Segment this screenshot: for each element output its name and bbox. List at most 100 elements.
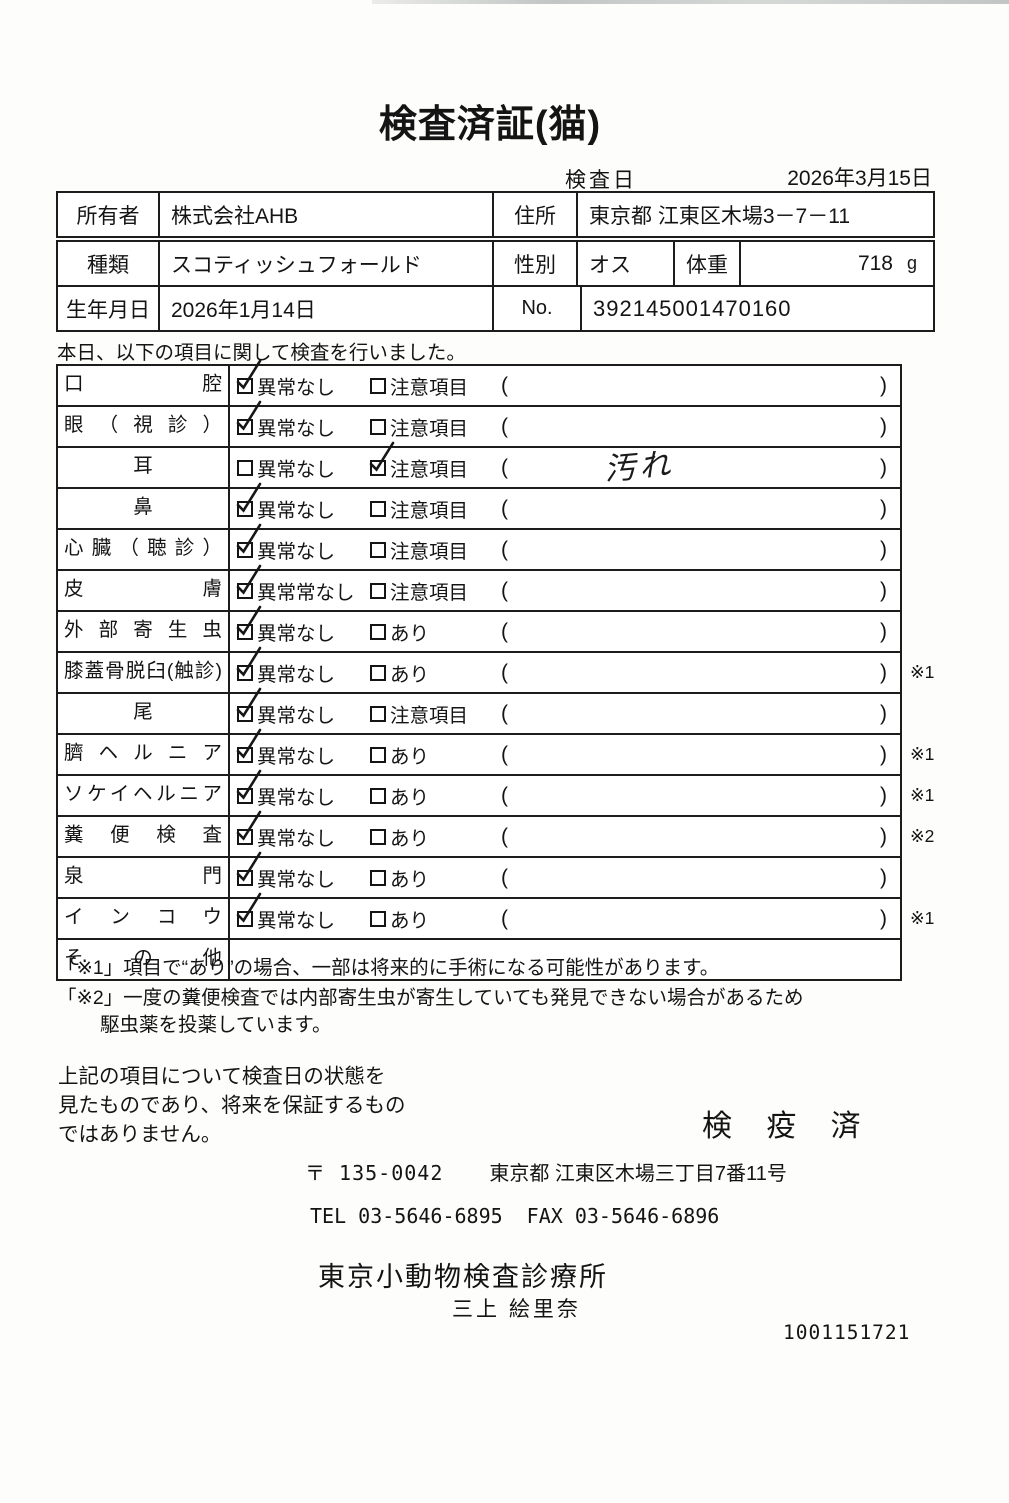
checkbox-icon bbox=[370, 500, 386, 517]
exam-table-row: ソケイヘルニア 異常なし あり ( bbox=[58, 769, 934, 815]
paren-close: ) bbox=[880, 660, 887, 684]
exam-item-options: 異常なし あり ( ) bbox=[230, 646, 900, 692]
weight-value-cell: 718 g bbox=[739, 242, 933, 285]
checkbox-label: 注意項目 bbox=[390, 377, 469, 399]
clinic-address-line: 〒 135-0042 東京都 江東区木場三丁目7番11号 bbox=[305, 1157, 787, 1186]
checkbox-icon bbox=[237, 910, 253, 927]
checkbox-icon bbox=[370, 828, 386, 845]
remark-area bbox=[508, 735, 880, 774]
exam-item-label: インコウ bbox=[58, 899, 230, 938]
paren-open: ( bbox=[501, 701, 508, 725]
checkbox-label: 異常なし bbox=[257, 869, 336, 891]
exam-table-row: 膝蓋骨脱臼(触診) 異常なし あり ( bbox=[58, 646, 934, 692]
checkbox-attention: あり bbox=[370, 904, 501, 933]
footnote-mark: ※1 bbox=[910, 662, 935, 682]
exam-table-row: 外部寄生虫 異常なし あり ( bbox=[58, 605, 900, 651]
checkbox-attention: 注意項目 bbox=[370, 494, 501, 523]
registration-no-label: No. bbox=[492, 287, 580, 330]
weight-unit: g bbox=[906, 253, 917, 273]
paren-open: ( bbox=[501, 906, 508, 930]
checkbox-icon bbox=[237, 500, 253, 517]
exam-item-options: 異常なし あり ( ) bbox=[230, 769, 900, 815]
paren-close: ) bbox=[880, 455, 887, 479]
checkbox-icon bbox=[370, 787, 386, 804]
checkbox-attention: あり bbox=[370, 740, 501, 769]
checkbox-icon bbox=[370, 582, 386, 599]
checkbox-label: 異常なし bbox=[257, 910, 336, 932]
pet-info-table: 種類 スコティッシュフォールド 性別 オス 体重 718 g 生年月日 2026… bbox=[56, 240, 935, 332]
checkbox-attention: 注意項目 bbox=[370, 576, 501, 605]
disclaimer-line: ではありません。 bbox=[58, 1123, 222, 1146]
pet-row-2: 生年月日 2026年1月14日 No. 392145001470160 bbox=[58, 285, 933, 330]
paren-close: ) bbox=[880, 783, 887, 807]
exam-item-options: 異常なし あり ( ) bbox=[230, 810, 900, 856]
clinic-name: 東京小動物検査診療所 bbox=[318, 1262, 608, 1292]
exam-item-options: 異常なし あり ( ) bbox=[230, 851, 900, 897]
exam-item-label: 心臓（聴診） bbox=[58, 530, 230, 569]
exam-item-label: 眼（視診） bbox=[58, 407, 230, 446]
checkbox-icon bbox=[370, 623, 386, 640]
remark-area bbox=[508, 817, 880, 856]
checkbox-no-abnormality: 異常なし bbox=[236, 769, 370, 810]
footnote-mark: ※1 bbox=[910, 908, 935, 928]
checkbox-label: あり bbox=[390, 746, 430, 768]
checkbox-label: 異常常なし bbox=[257, 582, 355, 604]
exam-table: 口腔 異常なし 注意項目 ( bbox=[56, 359, 934, 981]
checkbox-no-abnormality: 異常なし bbox=[236, 892, 370, 933]
checkbox-icon bbox=[370, 541, 386, 558]
inspection-date-label: 検査日 bbox=[565, 169, 637, 192]
scan-artifact bbox=[372, 0, 1009, 4]
remark-area bbox=[508, 899, 880, 938]
checkbox-icon bbox=[237, 377, 253, 394]
checkbox-attention: あり bbox=[370, 863, 501, 892]
checkbox-label: 異常なし bbox=[257, 459, 336, 481]
checkbox-label: あり bbox=[390, 910, 430, 932]
footnote-mark: ※2 bbox=[910, 826, 935, 846]
breed-label: 種類 bbox=[87, 253, 129, 277]
checkbox-no-abnormality: 異常なし bbox=[236, 646, 370, 687]
footnote-mark: ※1 bbox=[910, 785, 935, 805]
checkbox-icon bbox=[237, 705, 253, 722]
paren-close: ) bbox=[880, 578, 887, 602]
checkbox-label: 異常なし bbox=[257, 746, 336, 768]
checkbox-icon bbox=[370, 377, 386, 394]
remark-area bbox=[508, 489, 880, 528]
owner-row: 所有者 株式会社AHB 住所 東京都 江東区木場3－7－11 bbox=[58, 193, 933, 236]
checkbox-icon bbox=[237, 418, 253, 435]
checkbox-label: 注意項目 bbox=[390, 418, 469, 440]
birthdate-label: 生年月日 bbox=[66, 298, 150, 322]
checkbox-no-abnormality: 異常なし bbox=[236, 687, 370, 728]
exam-table-row: 糞便検査 異常なし あり ( bbox=[58, 810, 934, 856]
paren-open: ( bbox=[501, 865, 508, 889]
owner-address-value: 東京都 江東区木場3－7－11 bbox=[576, 193, 933, 236]
exam-item-label: ソケイヘルニア bbox=[58, 776, 230, 815]
exam-item-options: 異常なし 注意項目 ( ) bbox=[230, 687, 900, 733]
checkbox-no-abnormality: 異常なし bbox=[236, 728, 370, 769]
remark-area bbox=[508, 694, 880, 733]
paren-close: ) bbox=[880, 824, 887, 848]
checkbox-attention: 注意項目 bbox=[370, 371, 501, 400]
checkbox-label: 異常なし bbox=[257, 541, 336, 563]
disclaimer-paragraph: 上記の項目について検査日の状態を 見たものであり、将来を保証するもの ではありま… bbox=[58, 1062, 405, 1149]
checkbox-attention: 注意項目 bbox=[370, 412, 501, 441]
checkbox-attention: あり bbox=[370, 822, 501, 851]
footnote-1: 「※1」項目で“あり”の場合、一部は将来的に手術になる可能性があります。 bbox=[57, 957, 720, 979]
checkbox-label: 注意項目 bbox=[390, 459, 469, 481]
checkbox-no-abnormality: 異常なし bbox=[236, 523, 370, 564]
exam-table-row: 泉門 異常なし あり ( bbox=[58, 851, 900, 897]
footnote-2-line1: 「※2」一度の糞便検査では内部寄生虫が寄生していても発見できない場合があるため bbox=[57, 987, 804, 1009]
checkbox-icon bbox=[370, 746, 386, 763]
sex-value: オス bbox=[576, 242, 673, 285]
checkbox-label: 異常なし bbox=[257, 828, 336, 850]
paren-open: ( bbox=[501, 455, 508, 479]
checkbox-icon bbox=[237, 869, 253, 886]
paren-open: ( bbox=[501, 496, 508, 520]
owner-address-label: 住所 bbox=[492, 193, 576, 236]
remark-area: 汚れ bbox=[508, 446, 880, 487]
checkbox-attention: あり bbox=[370, 658, 501, 687]
remark-area bbox=[508, 776, 880, 815]
paren-close: ) bbox=[880, 865, 887, 889]
checkbox-no-abnormality: 異常なし bbox=[236, 851, 370, 892]
paren-open: ( bbox=[501, 578, 508, 602]
